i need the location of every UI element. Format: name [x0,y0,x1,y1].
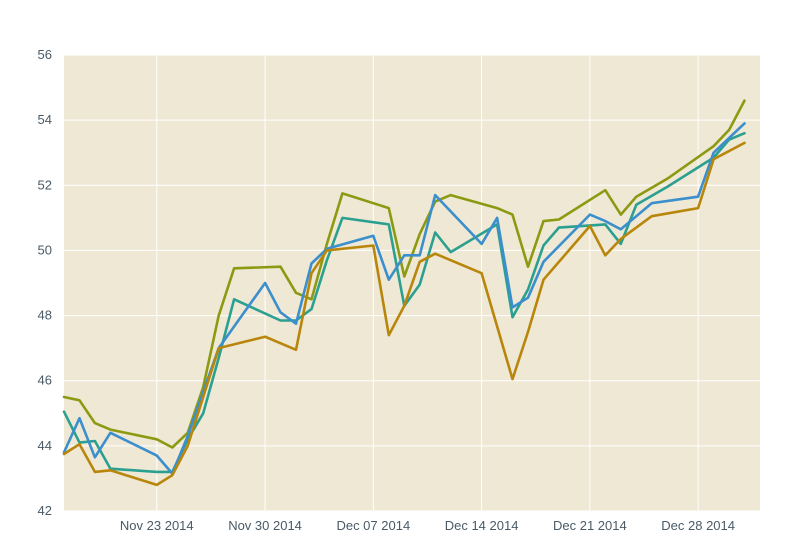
series-lines [62,99,746,487]
y-tick-label: 50 [38,242,52,257]
series-line-3 [62,122,746,475]
x-axis: Nov 23 2014 Nov 30 2014 Dec 07 2014 Dec 14 … [120,518,735,533]
y-tick-label: 54 [38,112,52,127]
x-tick-label: Dec 21 2014 [553,518,627,533]
x-tick-label: Nov 23 2014 [120,518,194,533]
series-line-4 [62,141,746,487]
x-tick-label: Nov 30 2014 [228,518,302,533]
y-tick-label: 56 [38,47,52,62]
x-tick-label: Dec 14 2014 [445,518,519,533]
x-tick-label: Dec 28 2014 [661,518,735,533]
y-tick-label: 42 [38,503,52,518]
y-tick-label: 44 [38,438,52,453]
x-tick-label: Dec 07 2014 [336,518,410,533]
y-tick-label: 48 [38,308,52,323]
series-line-1 [62,99,746,449]
y-axis: 42 44 46 48 50 52 54 56 [38,47,52,518]
y-tick-label: 52 [38,177,52,192]
y-tick-label: 46 [38,373,52,388]
